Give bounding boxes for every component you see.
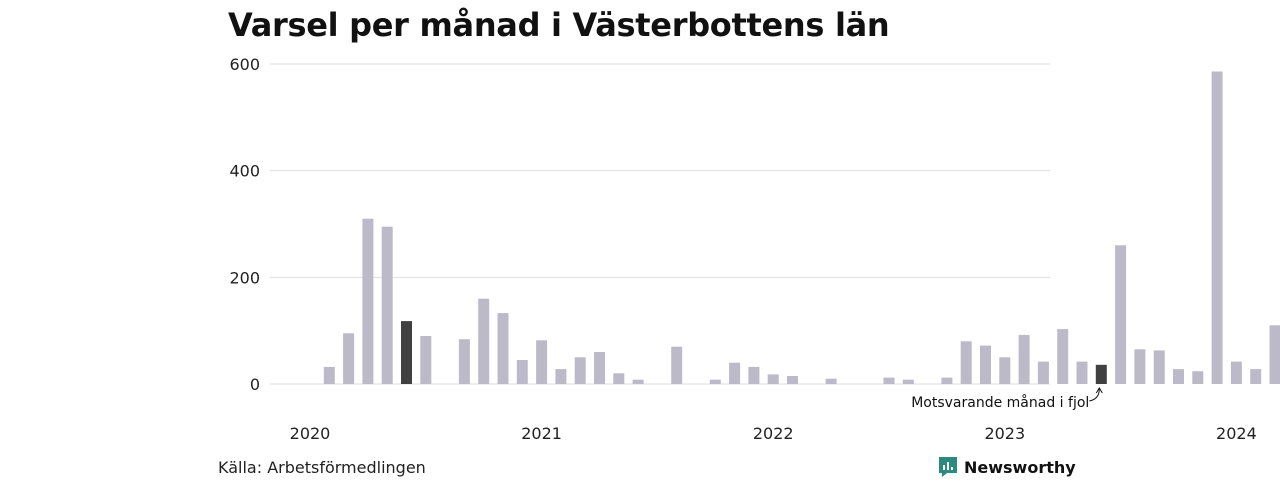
bar-2020-03 — [343, 333, 354, 384]
bar-2023-05 — [1077, 362, 1088, 384]
bar-2020-02 — [324, 367, 335, 384]
x-year-label: 2022 — [753, 424, 794, 443]
bar-2023-02 — [1019, 335, 1030, 384]
bar-2020-10 — [478, 299, 489, 384]
bar-2020-05 — [382, 227, 393, 384]
x-year-label: 2021 — [521, 424, 562, 443]
bar-2022-01 — [768, 374, 779, 384]
bar-2022-10 — [941, 378, 952, 384]
bar-2020-06 — [401, 321, 412, 384]
y-tick-label: 400 — [229, 162, 260, 181]
bar-2022-07 — [884, 378, 895, 384]
y-tick-label: 600 — [229, 55, 260, 74]
bar-2023-06 — [1096, 365, 1107, 384]
source-note: Källa: Arbetsförmedlingen — [218, 458, 426, 477]
bar-2023-10 — [1173, 369, 1184, 384]
x-year-label: 2023 — [984, 424, 1025, 443]
bar-2021-02 — [555, 369, 566, 384]
bar-2021-12 — [748, 367, 759, 384]
brand-name: Newsworthy — [964, 458, 1076, 477]
bar-2023-11 — [1192, 371, 1203, 384]
x-year-label: 2020 — [290, 424, 331, 443]
bar-2022-04 — [826, 379, 837, 384]
bar-2023-01 — [999, 357, 1010, 384]
bar-2020-12 — [517, 360, 528, 384]
bar-2020-04 — [362, 219, 373, 384]
bar-2020-07 — [420, 336, 431, 384]
bar-2022-12 — [980, 346, 991, 384]
bar-2020-11 — [498, 313, 509, 384]
bar-2024-03 — [1270, 325, 1280, 384]
bar-2023-07 — [1115, 245, 1126, 384]
x-axis-year-labels: 2020 2021 2022 2023 2024 — [290, 424, 1257, 443]
bar-2023-03 — [1038, 362, 1049, 384]
x-year-label: 2024 — [1216, 424, 1257, 443]
bar-2021-01 — [536, 340, 547, 384]
bar-2024-01 — [1231, 362, 1242, 384]
bar-2023-09 — [1154, 350, 1165, 384]
bar-2021-10 — [710, 380, 721, 384]
brand-logo: Newsworthy — [938, 456, 1076, 478]
bar-2022-11 — [961, 341, 972, 384]
bar-2021-08 — [671, 347, 682, 384]
bar-2021-03 — [575, 357, 586, 384]
bar-2021-04 — [594, 352, 605, 384]
annotation-last-year-label: Motsvarande månad i fjol — [911, 394, 1089, 411]
bar-2023-12 — [1212, 72, 1223, 385]
y-tick-label: 200 — [229, 268, 260, 287]
bar-2024-02 — [1250, 369, 1261, 384]
bar-2020-09 — [459, 339, 470, 384]
bar-2023-04 — [1057, 329, 1068, 384]
bar-2022-02 — [787, 376, 798, 384]
bar-2021-11 — [729, 363, 740, 384]
y-axis-tick-labels: 0 200 400 600 — [229, 55, 260, 394]
y-tick-label: 0 — [250, 375, 260, 394]
bar-2023-08 — [1134, 349, 1145, 384]
newsworthy-logo-icon — [938, 456, 958, 478]
bar-2021-05 — [613, 373, 624, 384]
bar-2022-08 — [903, 380, 914, 384]
bars — [324, 72, 1280, 385]
bar-2021-06 — [633, 380, 644, 384]
